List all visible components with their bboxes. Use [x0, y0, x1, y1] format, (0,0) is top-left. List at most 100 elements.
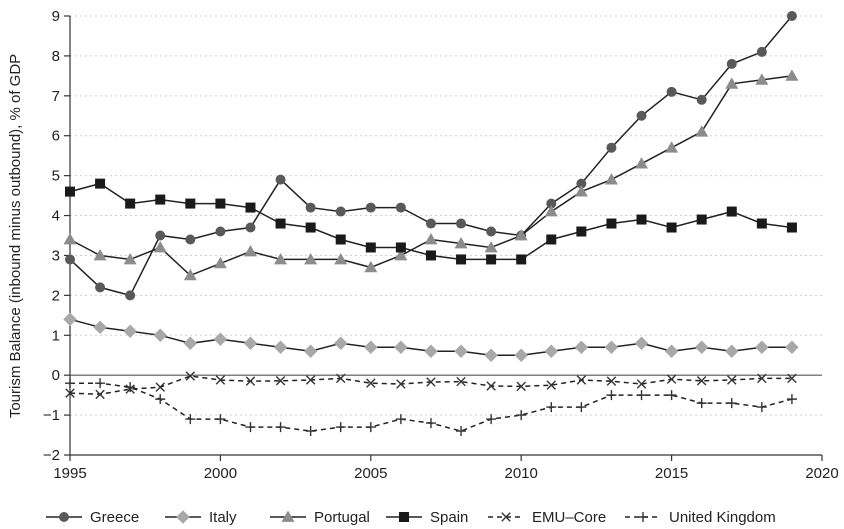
data-point-spain	[486, 254, 497, 265]
data-point-greece	[696, 94, 707, 105]
data-point-emu-core	[456, 376, 466, 387]
data-point-spain	[275, 218, 286, 229]
y-tick-label: 8	[52, 48, 60, 65]
data-point-italy	[93, 320, 107, 335]
data-point-emu-core	[245, 376, 256, 386]
data-point-italy	[544, 344, 559, 358]
data-point-portugal	[484, 240, 498, 253]
data-point-italy	[514, 348, 528, 362]
data-point-united-kingdom	[125, 382, 136, 393]
data-point-italy	[785, 340, 799, 354]
data-point-spain	[516, 254, 527, 265]
legend-label: Portugal	[314, 509, 370, 526]
data-point-portugal	[755, 73, 769, 85]
data-point-italy	[123, 324, 137, 339]
data-point-portugal	[93, 248, 107, 261]
data-point-portugal	[213, 256, 227, 269]
x-tick-label: 1995	[53, 465, 86, 482]
data-point-united-kingdom	[185, 414, 196, 425]
data-point-portugal	[183, 268, 197, 281]
data-point-spain	[726, 206, 737, 217]
data-point-emu-core	[65, 388, 75, 398]
data-point-greece	[185, 234, 196, 245]
legend: Greece Italy Portugal Spain EMU–Core United K…	[46, 509, 776, 526]
data-point-greece	[245, 222, 256, 233]
data-point-united-kingdom	[335, 422, 346, 433]
series-italy	[63, 312, 799, 362]
data-point-united-kingdom	[726, 398, 737, 409]
data-point-portugal	[274, 252, 288, 265]
legend-label: Spain	[430, 509, 468, 526]
y-tick-label: 3	[52, 247, 60, 264]
data-point-greece	[486, 226, 497, 237]
data-point-italy	[604, 340, 619, 354]
data-point-greece	[456, 218, 467, 229]
data-point-united-kingdom	[546, 402, 557, 413]
legend-item-greece: Greece	[46, 509, 139, 526]
data-point-greece	[95, 282, 106, 293]
legend-label: United Kingdom	[669, 509, 776, 526]
data-point-greece	[576, 178, 587, 189]
data-point-emu-core	[486, 381, 496, 391]
data-point-portugal	[63, 232, 77, 245]
x-tick-label: 2005	[354, 465, 387, 482]
data-point-greece	[365, 202, 376, 213]
legend-item-united-kingdom: United Kingdom	[625, 509, 776, 526]
data-point-spain	[305, 222, 316, 233]
data-point-portugal	[574, 185, 588, 197]
data-point-italy	[694, 340, 709, 354]
series-spain	[65, 178, 797, 265]
y-tick-label: 7	[52, 88, 60, 105]
data-point-spain	[185, 198, 196, 209]
data-point-greece	[786, 11, 797, 21]
data-point-spain	[546, 234, 557, 245]
series-united-kingdom	[65, 378, 797, 437]
data-point-emu-core	[787, 373, 797, 384]
data-point-greece	[666, 86, 677, 97]
legend-label: Italy	[209, 509, 237, 526]
data-point-emu-core	[606, 376, 617, 386]
y-tick-label: 9	[52, 8, 60, 25]
data-point-portugal	[635, 157, 649, 169]
data-point-italy	[424, 344, 438, 358]
legend-item-italy: Italy	[165, 509, 237, 526]
series-greece	[65, 11, 797, 301]
legend-marker-portugal	[281, 510, 295, 522]
data-point-united-kingdom	[215, 414, 226, 425]
data-point-spain	[125, 198, 136, 209]
legend-marker-greece	[59, 512, 69, 522]
data-point-emu-core	[215, 375, 226, 385]
data-point-spain	[425, 250, 436, 261]
y-tick-label: −2	[43, 447, 60, 464]
y-tick-label: 6	[52, 128, 60, 145]
data-point-portugal	[304, 252, 318, 265]
data-point-portugal	[243, 244, 257, 257]
data-point-greece	[215, 226, 226, 237]
data-point-portugal	[785, 69, 799, 81]
data-point-united-kingdom	[65, 378, 75, 389]
data-point-united-kingdom	[516, 410, 527, 421]
data-point-emu-core	[576, 375, 587, 385]
data-point-italy	[273, 340, 288, 354]
data-point-united-kingdom	[606, 390, 617, 401]
data-point-greece	[606, 142, 617, 153]
data-point-portugal	[424, 232, 438, 245]
data-point-united-kingdom	[666, 390, 677, 401]
data-point-italy	[213, 332, 228, 347]
data-point-united-kingdom	[95, 378, 106, 389]
data-point-greece	[125, 290, 136, 301]
legend-marker-italy	[176, 510, 190, 524]
data-point-italy	[484, 348, 498, 362]
data-point-italy	[303, 344, 318, 358]
data-point-portugal	[544, 205, 558, 217]
x-tick-label: 2020	[805, 465, 838, 482]
data-point-emu-core	[636, 379, 647, 389]
data-point-united-kingdom	[365, 422, 376, 433]
data-point-portugal	[665, 141, 679, 153]
data-point-greece	[275, 174, 286, 185]
legend-label: EMU–Core	[532, 509, 606, 526]
data-point-emu-core	[155, 382, 165, 392]
data-point-spain	[756, 218, 767, 229]
data-point-emu-core	[95, 389, 105, 400]
